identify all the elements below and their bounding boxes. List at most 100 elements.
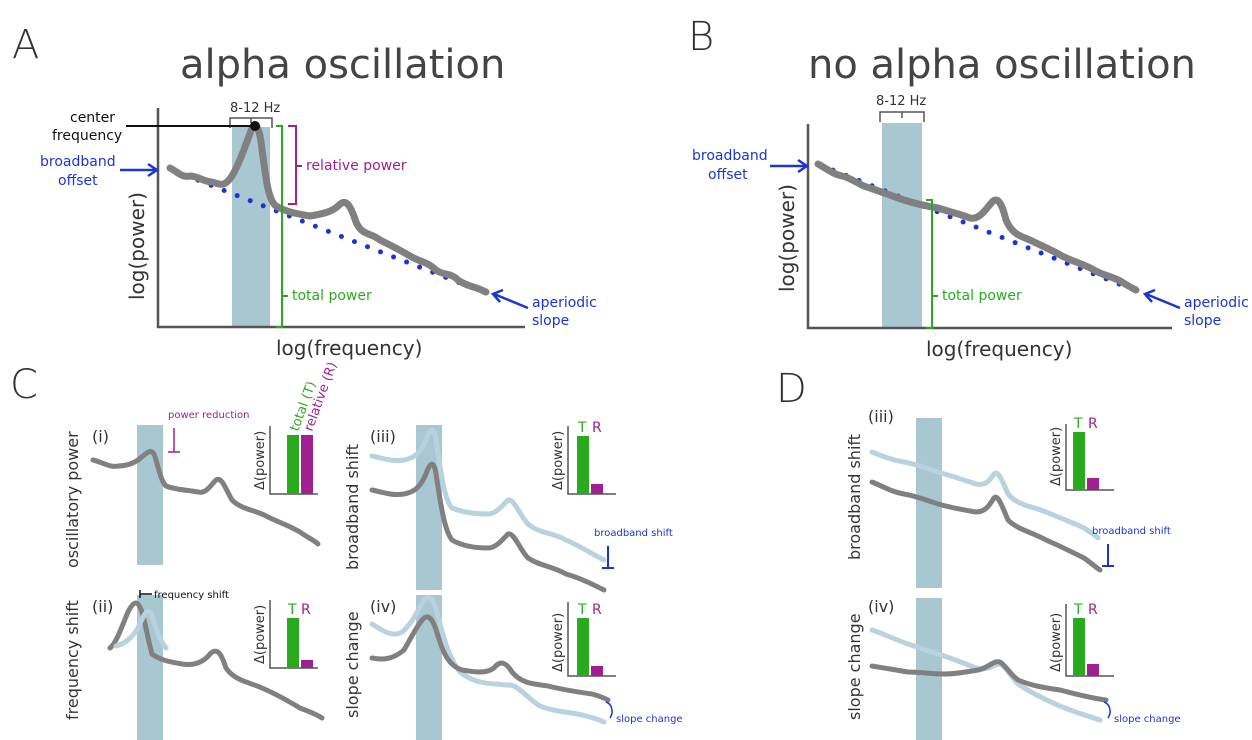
y-axis-label: log(power) xyxy=(125,192,149,300)
center-frequency-line1: center xyxy=(70,110,115,126)
bar-r-label: R xyxy=(1088,602,1098,618)
panel-a-letter: A xyxy=(12,22,39,68)
bar-t-label: T xyxy=(577,602,587,618)
bar-total xyxy=(577,436,589,494)
bar-relative xyxy=(301,660,313,668)
power-reduction-marker xyxy=(168,428,180,453)
power-spectrum xyxy=(166,121,490,296)
total-power-label: total power xyxy=(942,288,1022,304)
aperiodic-fit-line xyxy=(169,167,491,297)
annotation: slope change xyxy=(1114,714,1181,725)
relative-power-bracket xyxy=(288,125,297,205)
aperiodic-slope-arrow xyxy=(1142,288,1181,310)
aperiodic-slope-label: aperiodic slope xyxy=(1184,295,1252,329)
side-label: slope change xyxy=(343,611,362,718)
bar-ylabel: Δ(power) xyxy=(1049,613,1064,672)
power-spectrum xyxy=(814,160,1140,294)
axes xyxy=(156,108,525,329)
side-label: broadband shift xyxy=(845,434,864,560)
side-label: frequency shift xyxy=(63,600,82,720)
peak-marker xyxy=(250,121,260,131)
bar-t-label: T xyxy=(1073,416,1083,432)
center-frequency-line2: frequency xyxy=(52,128,122,144)
panel-a: A alpha oscillation 8-12 Hz center frequ… xyxy=(12,22,601,360)
broadband-offset-arrow xyxy=(770,158,810,174)
total-power-label: total power xyxy=(292,288,372,304)
panel-b-title: no alpha oscillation xyxy=(808,42,1196,88)
bar-ylabel: Δ(power) xyxy=(253,605,268,664)
aperiodic-slope-label: aperiodic slope xyxy=(532,295,601,329)
band-label: 8-12 Hz xyxy=(876,94,926,109)
panel-c-letter: C xyxy=(10,362,38,408)
band-label: 8-12 Hz xyxy=(230,101,280,116)
annotation: power reduction xyxy=(168,410,249,421)
broadband-shift-marker xyxy=(602,546,614,569)
power-spectrum-shifted xyxy=(113,609,169,651)
bar-total xyxy=(1073,618,1085,676)
bar-t-label: T xyxy=(577,420,587,436)
bar-axes xyxy=(567,426,616,495)
annotation: broadband shift xyxy=(1092,526,1171,537)
relative-power-label: relative power xyxy=(306,158,407,174)
bar-r-label: R xyxy=(592,602,602,618)
panel-c: C oscillatory power (i) power reduction … xyxy=(10,360,683,740)
subpanel-d-iv: slope change (iv) slope change T R Δ(pow… xyxy=(845,597,1181,740)
alpha-band xyxy=(137,425,163,565)
roman-label: (iii) xyxy=(370,427,396,446)
center-frequency-label: center frequency xyxy=(52,110,122,144)
bar-ylabel: Δ(power) xyxy=(551,431,566,490)
bar-r-label: R xyxy=(301,602,311,618)
side-label: oscillatory power xyxy=(63,431,82,568)
power-spectrum xyxy=(369,614,611,703)
bar-t-label: T xyxy=(287,602,297,618)
bar-t-label: T xyxy=(1073,602,1083,618)
bar-relative xyxy=(591,666,603,676)
panel-b-letter: B xyxy=(688,14,714,60)
power-spectrum-shifted xyxy=(869,449,1101,541)
roman-label: (iv) xyxy=(370,597,396,616)
power-spectrum xyxy=(869,479,1103,573)
panel-d: D broadband shift (iii) broadband shift … xyxy=(776,366,1181,740)
broadband-offset-label: broadband offset xyxy=(692,148,772,183)
subpanel-c-i: oscillatory power (i) power reduction to… xyxy=(63,360,341,568)
x-axis-label: log(frequency) xyxy=(926,337,1072,361)
bar-total xyxy=(287,618,299,668)
aperiodic-slope-arrow xyxy=(490,288,529,310)
roman-label: (ii) xyxy=(92,597,113,616)
bar-ylabel: Δ(power) xyxy=(551,613,566,672)
side-label: slope change xyxy=(845,613,864,720)
power-spectrum-shifted xyxy=(369,595,607,725)
bar-ylabel: Δ(power) xyxy=(1049,427,1064,486)
power-spectrum xyxy=(107,600,325,721)
annotation: broadband shift xyxy=(594,528,673,539)
panel-d-letter: D xyxy=(776,366,807,412)
broadband-offset-label: broadband offset xyxy=(40,154,120,189)
subpanel-c-iv: slope change (iv) slope change T R Δ(pow… xyxy=(343,595,683,740)
power-spectrum-shifted xyxy=(369,427,607,563)
total-power-bracket xyxy=(276,125,283,328)
total-power-bracket xyxy=(926,199,933,329)
annotation: frequency shift xyxy=(154,590,229,601)
slope-change-marker xyxy=(1103,701,1111,719)
bar-relative xyxy=(591,484,603,494)
alpha-band xyxy=(916,598,942,740)
annotation: slope change xyxy=(616,714,683,725)
subpanel-d-iii: broadband shift (iii) broadband shift T … xyxy=(845,407,1171,588)
power-spectrum xyxy=(869,659,1109,703)
panel-a-title: alpha oscillation xyxy=(180,42,505,88)
bar-r-label: R xyxy=(592,420,602,436)
subpanel-c-ii: frequency shift (ii) frequency shift T R… xyxy=(63,590,325,740)
bar-relative xyxy=(301,435,313,494)
bar-relative xyxy=(1087,478,1099,490)
roman-label: (i) xyxy=(92,427,109,446)
x-axis-label: log(frequency) xyxy=(276,336,422,360)
slope-change-marker xyxy=(605,701,613,719)
frequency-shift-marker xyxy=(139,590,152,598)
band-bracket xyxy=(229,117,273,128)
panel-b: B no alpha oscillation 8-12 Hz broadband… xyxy=(688,14,1252,361)
subpanel-c-iii: broadband shift (iii) broadband shift T … xyxy=(343,420,673,593)
bar-ylabel: Δ(power) xyxy=(253,431,268,490)
bar-r-label: R xyxy=(1088,416,1098,432)
broadband-shift-marker xyxy=(1102,544,1114,567)
